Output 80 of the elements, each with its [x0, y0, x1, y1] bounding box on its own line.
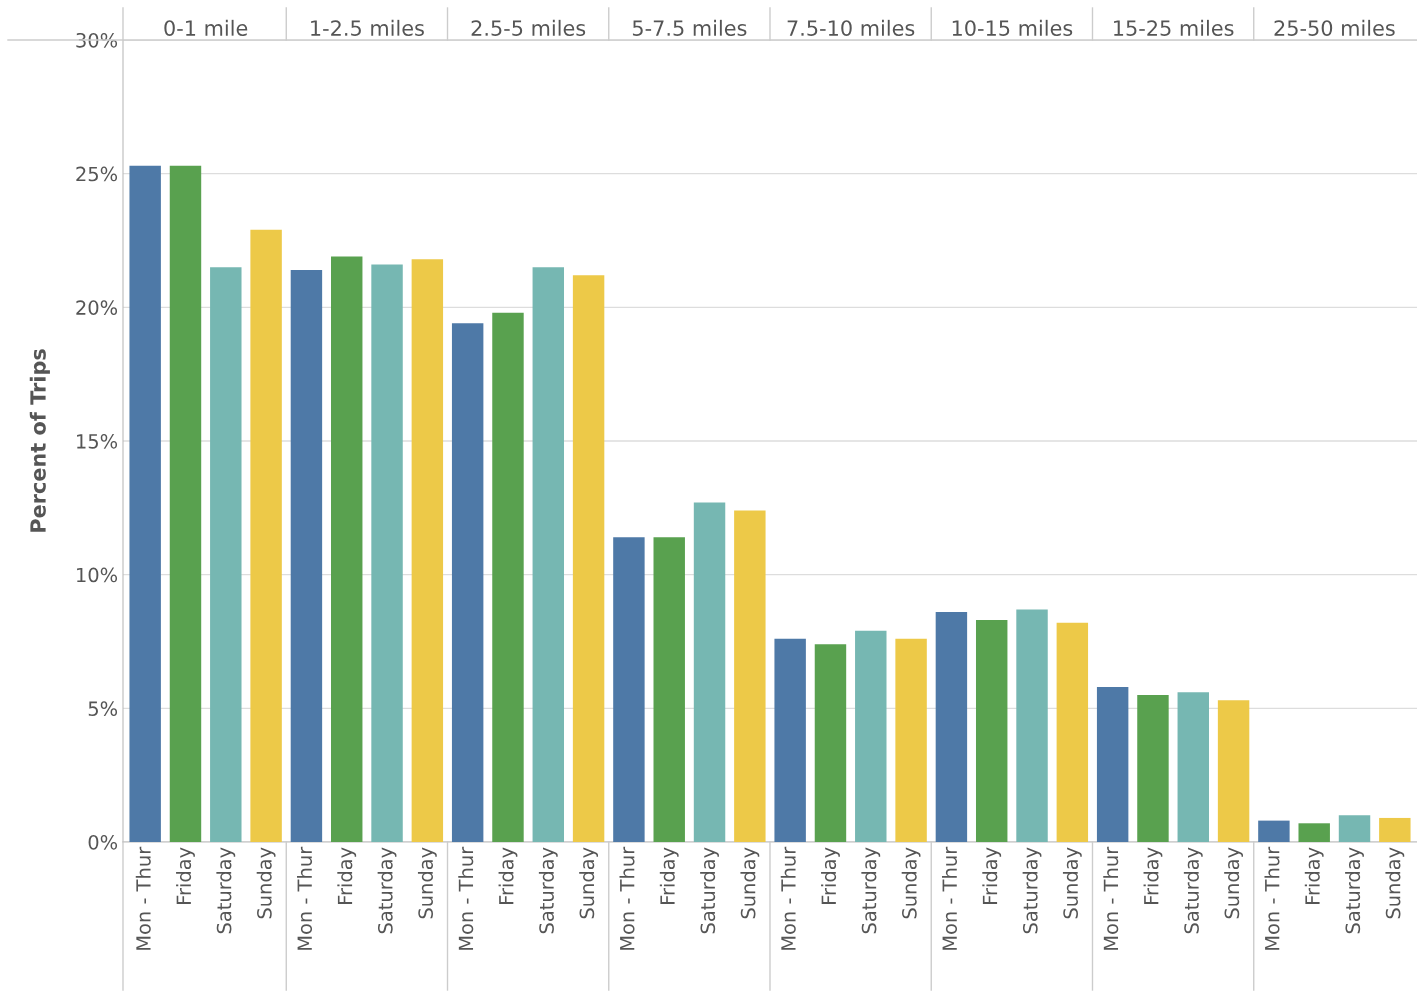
x-tick-label: Sunday [901, 847, 921, 919]
text: 7.5-10 miles [787, 19, 915, 36]
bar [532, 267, 565, 842]
y-tick-label: 10% [77, 567, 118, 583]
x-tick-label: Saturday [1022, 847, 1042, 934]
x-tick-label: Mon - Thur [941, 846, 958, 950]
x-tick-label: Saturday [861, 847, 881, 934]
y-tick-label: 30% [76, 32, 118, 48]
x-tick-label: Sunday [740, 847, 760, 919]
x-tick-label: Mon - Thur [458, 846, 474, 950]
bar [250, 229, 282, 842]
bar [210, 267, 242, 842]
text: 10-15 miles [952, 19, 1073, 36]
x-tick-label: Saturday [377, 847, 397, 934]
bar [290, 269, 323, 842]
bar [895, 638, 927, 842]
x-tick-label: Friday [659, 847, 679, 904]
bar [855, 630, 887, 842]
x-tick-label: Sunday [1385, 847, 1405, 919]
bar [774, 638, 806, 842]
y-axis-title: Percent of Trips [29, 349, 50, 532]
bar [1177, 692, 1209, 842]
x-tick-label: Saturday [216, 847, 236, 934]
x-tick-label: Sunday [256, 847, 276, 919]
x-tick-label: Friday [498, 847, 518, 904]
x-tick-label: Mon - Thur [1103, 846, 1119, 950]
x-tick-label: Mon - Thur [780, 846, 796, 950]
x-tick-label: Friday [1143, 847, 1163, 904]
x-tick-label: Friday [1304, 847, 1324, 904]
bar [1379, 817, 1411, 842]
text: 0-1 mile [164, 19, 248, 36]
bar [331, 256, 363, 842]
x-tick-label: Mon - Thur [135, 846, 151, 950]
x-tick-label: Sunday [579, 847, 599, 919]
bar [935, 612, 968, 842]
bar [492, 312, 524, 842]
text: 2.5-5 miles [471, 19, 586, 36]
x-tick-label: Sunday [1224, 847, 1243, 919]
bar [371, 264, 403, 842]
bar [451, 323, 484, 842]
bar [613, 537, 645, 842]
x-tick-label: Friday [337, 847, 357, 904]
text: 15-25 miles [1114, 19, 1234, 36]
x-tick-label: Mon - Thur [1264, 846, 1280, 950]
bar [1298, 823, 1330, 842]
y-tick-label: 25% [76, 166, 118, 182]
bar [734, 510, 766, 842]
x-tick-label: Saturday [1183, 847, 1203, 934]
text: 25-50 miles [1274, 19, 1395, 36]
bar [129, 165, 161, 842]
bar [169, 165, 202, 842]
bar [1217, 700, 1250, 842]
x-tick-label: Mon - Thur [297, 846, 313, 950]
bar [411, 259, 444, 842]
text: 1-2.5 miles [311, 19, 424, 36]
bar [975, 620, 1008, 842]
bar [693, 502, 726, 842]
y-tick-label: 20% [76, 300, 118, 315]
bar [1137, 694, 1169, 842]
x-tick-label: Saturday [538, 847, 558, 934]
x-tick-label: Saturday [1345, 847, 1364, 934]
x-tick-label: Friday [821, 847, 840, 904]
bar [1056, 622, 1089, 842]
x-tick-label: Friday [176, 847, 195, 904]
bar [572, 275, 605, 842]
x-tick-label: Sunday [417, 847, 437, 919]
x-tick-label: Mon - Thur [619, 846, 635, 950]
bar [1096, 686, 1129, 842]
bar [653, 537, 685, 842]
bar [1016, 609, 1048, 842]
bar [814, 644, 847, 842]
y-tick-label: 0% [88, 834, 118, 850]
bar [1258, 820, 1290, 842]
text: 5-7.5 miles [632, 19, 747, 36]
bar [1338, 815, 1371, 842]
x-tick-label: Sunday [1062, 847, 1082, 919]
y-tick-label: 15% [77, 433, 118, 449]
x-tick-label: Friday [982, 847, 1002, 904]
y-tick-label: 5% [88, 701, 118, 716]
x-tick-label: Saturday [700, 847, 719, 934]
